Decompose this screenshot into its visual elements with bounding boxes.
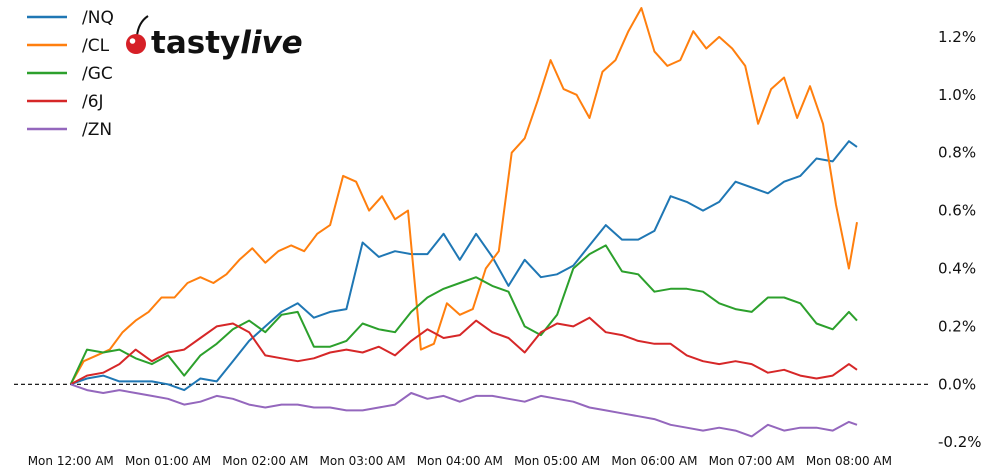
series-line-6j — [70, 316, 858, 386]
logo-brand-bold: tasty — [151, 25, 240, 61]
y-tick-label: 0.4% — [938, 260, 976, 278]
x-tick-label: Mon 12:00 AM — [28, 454, 114, 468]
legend-label: /GC — [82, 64, 113, 84]
x-tick-label: Mon 08:00 AM — [806, 454, 892, 468]
y-tick-label: 1.2% — [938, 28, 976, 46]
legend-label: /ZN — [82, 120, 112, 140]
series-line-nq — [70, 140, 858, 392]
x-tick-label: Mon 04:00 AM — [417, 454, 503, 468]
y-tick-label: -0.2% — [938, 433, 982, 451]
y-tick-label: 0.6% — [938, 202, 976, 220]
legend-label: /6J — [82, 92, 104, 112]
legend-label: /CL — [82, 36, 110, 56]
logo-brand-italic: live — [240, 25, 302, 61]
x-tick-label: Mon 07:00 AM — [709, 454, 795, 468]
logo-wordmark: tastylive — [151, 25, 303, 61]
y-tick-label: 0.8% — [938, 144, 976, 162]
x-tick-label: Mon 05:00 AM — [514, 454, 600, 468]
x-tick-label: Mon 02:00 AM — [222, 454, 308, 468]
y-tick-label: 0.0% — [938, 375, 976, 393]
series-line-gc — [69, 244, 858, 385]
legend: /NQ/CL/GC/6J/ZN — [27, 8, 114, 140]
series-line-cl — [69, 7, 858, 385]
x-tick-label: Mon 03:00 AM — [320, 454, 406, 468]
series-line-zn — [70, 383, 858, 438]
tastylive-logo: tastylive — [126, 15, 303, 61]
y-tick-label: 1.0% — [938, 86, 976, 104]
series-group — [69, 7, 858, 438]
legend-label: /NQ — [82, 8, 114, 28]
x-tick-label: Mon 01:00 AM — [125, 454, 211, 468]
x-tick-label: Mon 06:00 AM — [611, 454, 697, 468]
y-tick-label: 0.2% — [938, 317, 976, 335]
x-axis: Mon 12:00 AM Mon 01:00 AM Mon 02:00 AM Mon … — [28, 454, 892, 468]
cherry-icon — [126, 15, 149, 54]
y-axis: -0.2% 0.0% 0.2% 0.4% 0.6% 0.8% 1.0% 1.2% — [938, 28, 982, 451]
